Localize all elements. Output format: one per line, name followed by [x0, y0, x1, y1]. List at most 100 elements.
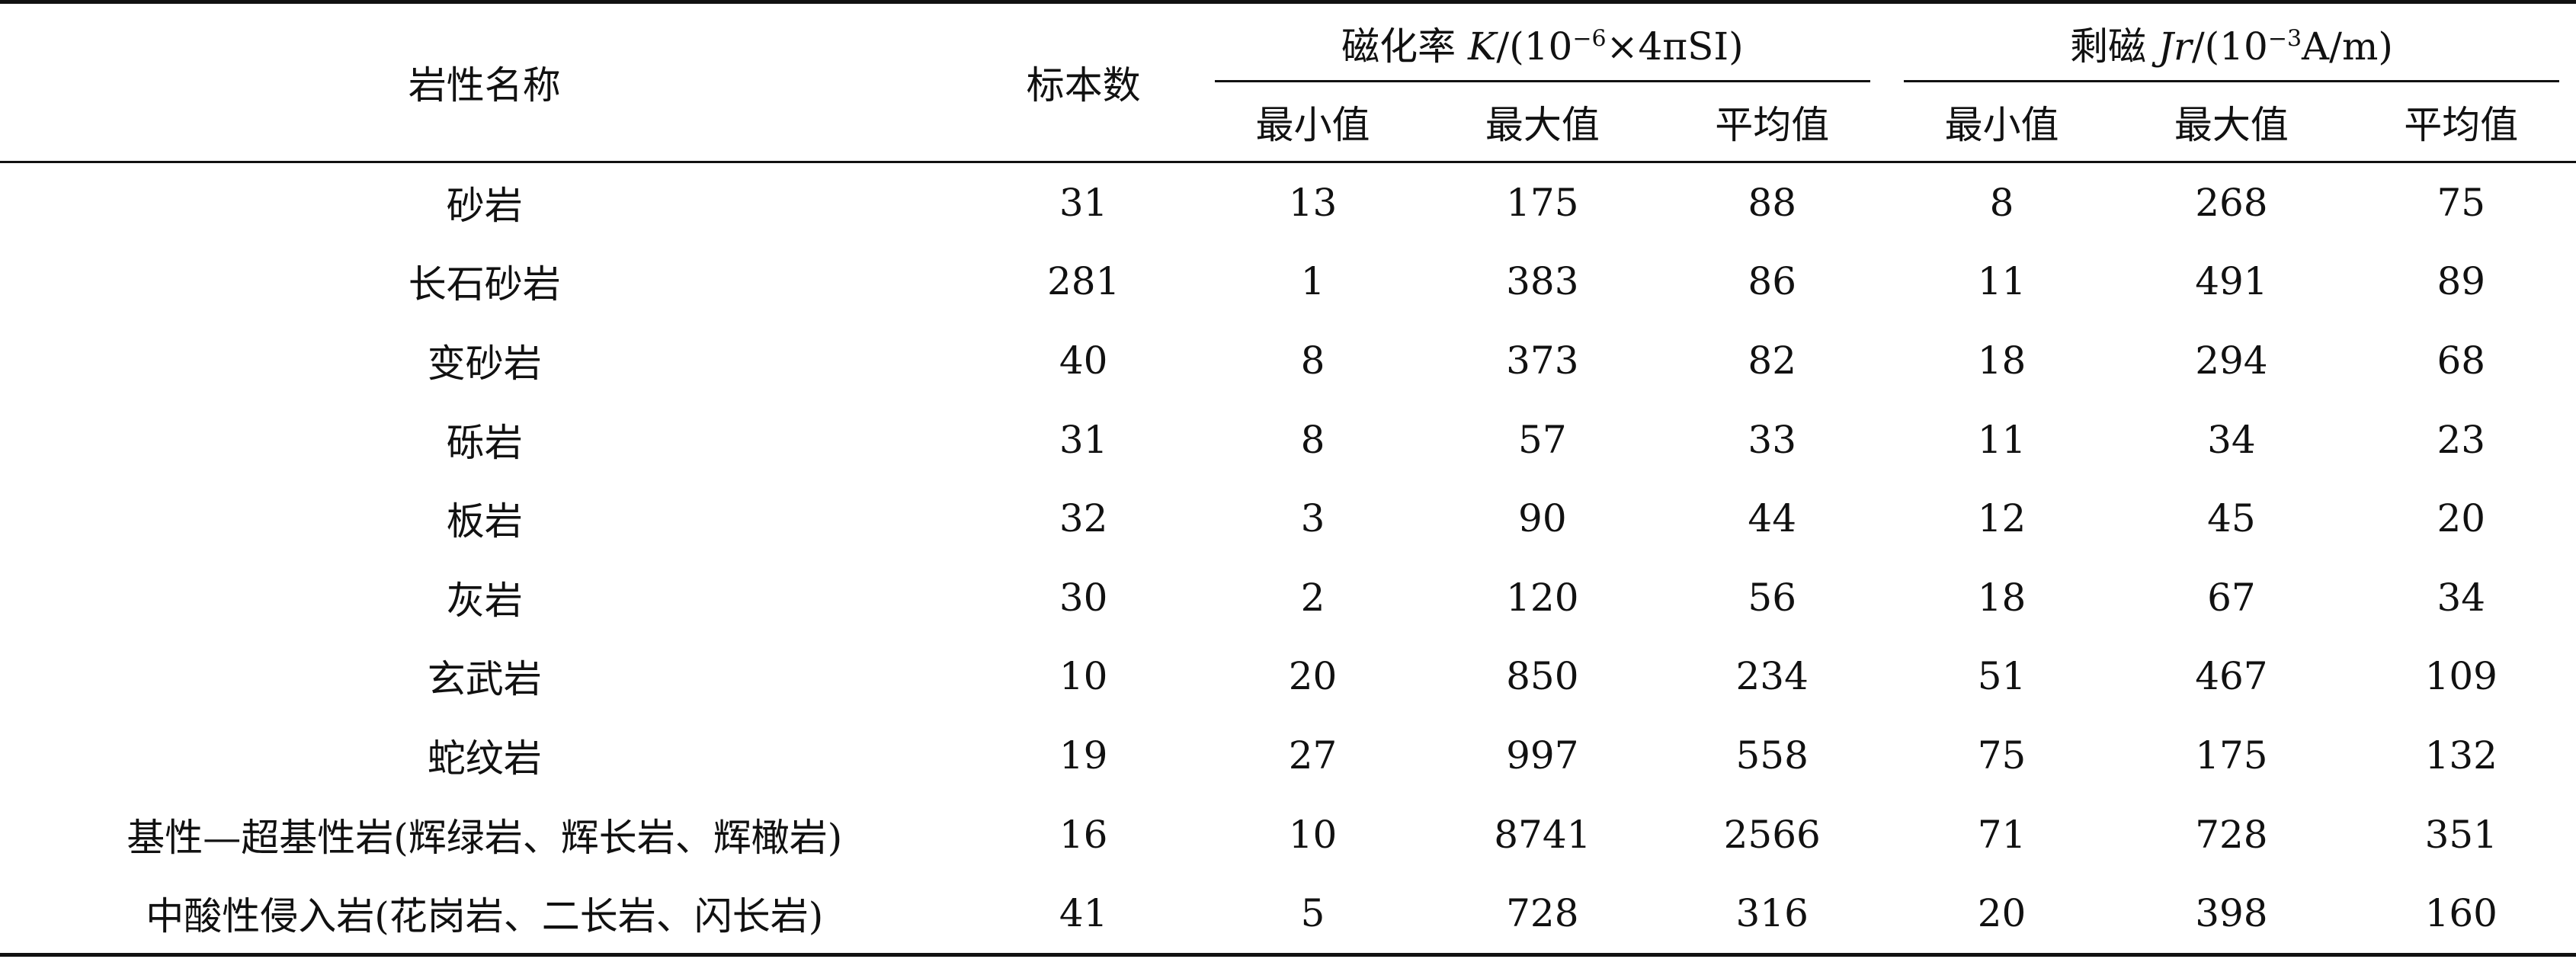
remanence-exponent: −3	[2267, 24, 2302, 52]
cell-k-max: 90	[1518, 496, 1567, 541]
header-k-avg: 平均值	[1657, 82, 1887, 163]
cell-k-min: 20	[1288, 654, 1338, 699]
susceptibility-unit-open: /(10	[1496, 24, 1573, 69]
table-row: 砂岩 31 13 175 88 8 268 75	[0, 162, 2576, 242]
table-row: 蛇纹岩 19 27 997 558 75 175 132	[0, 716, 2576, 795]
cell-k-max: 8741	[1494, 812, 1591, 857]
cell-sample-count: 281	[1046, 259, 1120, 304]
cell-jr-min: 75	[1977, 733, 2027, 778]
header-sample-count: 标本数	[969, 0, 1198, 163]
cell-k-min: 10	[1288, 812, 1338, 857]
cell-jr-max: 175	[2195, 733, 2268, 778]
cell-sample-count: 19	[1059, 733, 1108, 778]
cell-jr-avg: 68	[2437, 338, 2486, 383]
header-k-min: 最小值	[1197, 82, 1428, 163]
cell-jr-avg: 89	[2437, 259, 2486, 304]
cell-k-max: 373	[1506, 338, 1579, 383]
cell-jr-avg: 160	[2346, 874, 2576, 957]
cell-k-min: 8	[1300, 417, 1325, 462]
susceptibility-exponent: −6	[1572, 24, 1607, 52]
header-row-2: 最小值 最大值 平均值 最小值 最大值 平均值	[0, 82, 2576, 163]
header-jr-min: 最小值	[1886, 82, 2117, 163]
cell-sample-count: 30	[1059, 575, 1108, 620]
cell-k-min: 27	[1288, 733, 1338, 778]
susceptibility-label: 磁化率	[1341, 24, 1468, 69]
header-susceptibility-group: 磁化率 K/(10−6×4πSI)	[1197, 0, 1887, 82]
cell-sample-count: 31	[1059, 180, 1108, 225]
cell-jr-max: 467	[2195, 654, 2268, 699]
cell-jr-min: 11	[1977, 417, 2027, 462]
table-body: 砂岩 31 13 175 88 8 268 75 长石砂岩 281 1 383 …	[0, 162, 2576, 957]
cell-rock-name: 砾岩	[446, 420, 523, 465]
table-row: 长石砂岩 281 1 383 86 11 491 89	[0, 242, 2576, 322]
cell-k-min: 2	[1300, 575, 1325, 620]
table-row: 变砂岩 40 8 373 82 18 294 68	[0, 321, 2576, 400]
cell-k-max: 728	[1427, 874, 1658, 957]
header-k-max: 最大值	[1427, 82, 1658, 163]
cell-jr-max: 45	[2207, 496, 2256, 541]
header-jr-avg: 平均值	[2346, 82, 2576, 163]
cell-jr-min: 20	[1886, 874, 2117, 957]
cell-k-max: 997	[1506, 733, 1579, 778]
cell-rock-name: 砂岩	[446, 183, 523, 228]
cell-jr-max: 268	[2195, 180, 2268, 225]
cell-k-avg: 234	[1735, 654, 1809, 699]
cell-jr-min: 18	[1977, 575, 2027, 620]
cell-sample-count: 40	[1059, 338, 1108, 383]
cell-jr-min: 71	[1977, 812, 2027, 857]
cell-k-min: 5	[1197, 874, 1428, 957]
cell-k-max: 175	[1506, 180, 1579, 225]
table-row: 砾岩 31 8 57 33 11 34 23	[0, 400, 2576, 480]
cell-rock-name: 变砂岩	[427, 341, 542, 386]
cell-k-min: 3	[1300, 496, 1325, 541]
cell-rock-name: 灰岩	[446, 578, 523, 623]
cell-sample-count: 41	[969, 874, 1198, 957]
remanence-label: 剩磁	[2069, 24, 2158, 69]
remanence-symbol: Jr	[2158, 24, 2192, 69]
table-row: 中酸性侵入岩(花岗岩、二长岩、闪长岩) 41 5 728 316 20 398 …	[0, 874, 2576, 957]
cell-rock-name: 玄武岩	[427, 657, 542, 702]
cell-k-max: 120	[1506, 575, 1579, 620]
remanence-group-rule	[1903, 80, 2559, 82]
cell-k-min: 13	[1288, 180, 1338, 225]
cell-jr-avg: 23	[2437, 417, 2486, 462]
cell-k-avg: 56	[1748, 575, 1797, 620]
table-row: 基性—超基性岩(辉绿岩、辉长岩、辉橄岩) 16 10 8741 2566 71 …	[0, 795, 2576, 874]
header-rock-name: 岩性名称	[0, 0, 969, 163]
cell-k-avg: 33	[1748, 417, 1797, 462]
cell-jr-min: 12	[1977, 496, 2027, 541]
cell-jr-min: 11	[1977, 259, 2027, 304]
cell-sample-count: 10	[1059, 654, 1108, 699]
cell-k-max: 383	[1506, 259, 1579, 304]
cell-jr-max: 67	[2207, 575, 2256, 620]
cell-sample-count: 16	[1059, 812, 1108, 857]
cell-rock-name: 中酸性侵入岩(花岗岩、二长岩、闪长岩)	[0, 874, 969, 957]
cell-jr-avg: 75	[2437, 180, 2486, 225]
cell-k-avg: 2566	[1723, 812, 1821, 857]
cell-k-avg: 88	[1748, 180, 1797, 225]
cell-jr-max: 294	[2195, 338, 2268, 383]
cell-jr-avg: 132	[2424, 733, 2498, 778]
cell-jr-max: 491	[2195, 259, 2268, 304]
remanence-unit-open: /(10	[2191, 24, 2268, 69]
cell-k-min: 1	[1300, 259, 1325, 304]
cell-jr-max: 34	[2207, 417, 2256, 462]
susceptibility-unit-close: ×4πSI)	[1606, 24, 1744, 69]
cell-jr-min: 18	[1977, 338, 2027, 383]
table-row: 板岩 32 3 90 44 12 45 20	[0, 479, 2576, 558]
cell-k-max: 850	[1506, 654, 1579, 699]
cell-jr-min: 51	[1977, 654, 2027, 699]
cell-k-avg: 558	[1735, 733, 1809, 778]
table-row: 玄武岩 10 20 850 234 51 467 109	[0, 637, 2576, 717]
cell-jr-avg: 351	[2424, 812, 2498, 857]
cell-k-avg: 316	[1657, 874, 1887, 957]
cell-jr-avg: 34	[2437, 575, 2486, 620]
header-row-1: 岩性名称 标本数 磁化率 K/(10−6×4πSI) 剩磁 Jr/(10−3A/…	[0, 0, 2576, 163]
cell-rock-name: 长石砂岩	[408, 262, 561, 307]
cell-jr-max: 728	[2195, 812, 2268, 857]
cell-jr-min: 8	[1989, 180, 2014, 225]
cell-rock-name: 蛇纹岩	[427, 736, 542, 781]
cell-jr-avg: 20	[2437, 496, 2486, 541]
cell-k-max: 57	[1518, 417, 1567, 462]
table-row: 灰岩 30 2 120 56 18 67 34	[0, 558, 2576, 637]
